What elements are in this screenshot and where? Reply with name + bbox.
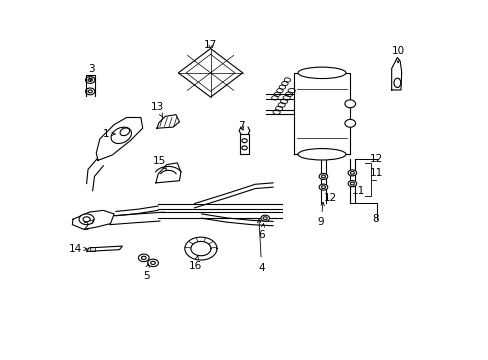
Text: 11: 11 xyxy=(368,168,382,178)
Text: 2: 2 xyxy=(82,220,94,232)
Ellipse shape xyxy=(147,259,158,267)
Text: 17: 17 xyxy=(203,40,217,50)
Text: 8: 8 xyxy=(372,213,379,224)
Ellipse shape xyxy=(79,214,94,225)
Polygon shape xyxy=(156,163,181,183)
Polygon shape xyxy=(391,58,401,90)
Ellipse shape xyxy=(297,149,346,160)
Ellipse shape xyxy=(347,180,356,186)
Text: 11: 11 xyxy=(351,186,365,197)
Polygon shape xyxy=(293,73,349,154)
Text: 4: 4 xyxy=(257,220,264,273)
Polygon shape xyxy=(158,203,282,208)
Ellipse shape xyxy=(85,77,95,84)
Ellipse shape xyxy=(344,120,355,127)
Polygon shape xyxy=(240,134,248,154)
Ellipse shape xyxy=(138,254,149,262)
Polygon shape xyxy=(190,242,210,256)
Text: 5: 5 xyxy=(142,264,149,281)
Ellipse shape xyxy=(85,88,95,95)
Text: 13: 13 xyxy=(150,102,163,117)
Polygon shape xyxy=(178,49,242,97)
Polygon shape xyxy=(96,117,142,160)
Text: 7: 7 xyxy=(238,121,244,131)
Ellipse shape xyxy=(344,100,355,108)
Text: 16: 16 xyxy=(188,255,202,271)
Text: 6: 6 xyxy=(258,224,264,240)
Text: 12: 12 xyxy=(368,154,382,164)
Polygon shape xyxy=(72,210,114,229)
Text: 3: 3 xyxy=(88,64,95,81)
Text: 12: 12 xyxy=(323,193,336,203)
Text: 14: 14 xyxy=(69,244,87,254)
Text: 9: 9 xyxy=(317,202,324,227)
Polygon shape xyxy=(184,237,217,260)
Polygon shape xyxy=(86,246,122,251)
Polygon shape xyxy=(158,212,282,218)
Ellipse shape xyxy=(261,215,269,221)
Text: 1: 1 xyxy=(102,129,115,139)
Polygon shape xyxy=(157,114,179,128)
Text: 10: 10 xyxy=(391,46,404,63)
Ellipse shape xyxy=(111,127,131,144)
Ellipse shape xyxy=(347,170,356,176)
Ellipse shape xyxy=(297,67,346,78)
Ellipse shape xyxy=(319,174,327,180)
Text: 15: 15 xyxy=(153,156,166,169)
Ellipse shape xyxy=(319,184,327,190)
